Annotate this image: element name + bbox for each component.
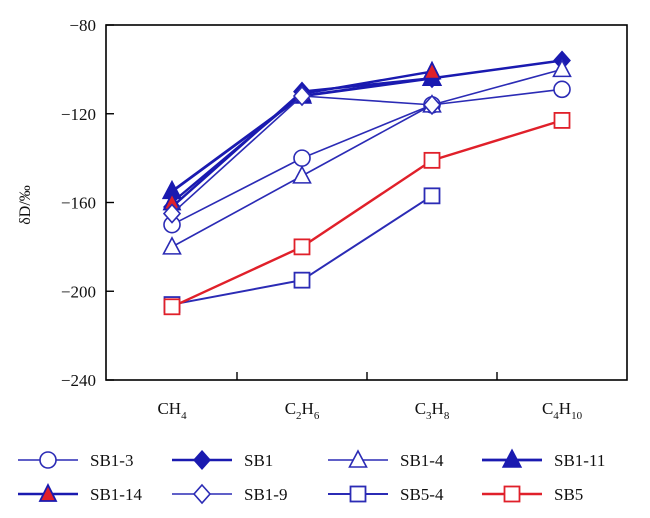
legend-label: SB5-4 — [400, 485, 444, 504]
legend-marker — [193, 449, 211, 471]
series-line — [171, 88, 563, 226]
legend-item-sb1: SB1 — [172, 449, 273, 471]
legend-label: SB1 — [244, 451, 273, 470]
legend-item-sb5: SB5 — [482, 485, 583, 504]
data-point — [553, 80, 571, 99]
legend-label: SB5 — [554, 485, 583, 504]
data-point — [163, 298, 181, 316]
legend-label: SB1-3 — [90, 451, 133, 470]
series-sb1-14 — [162, 60, 442, 211]
y-tick-label: −80 — [69, 16, 96, 35]
legend: SB1-3 SB1 SB1-4 SB1-11 SB1-14 SB1-9 SB5-4 SB5 — [18, 448, 605, 505]
y-axis: −80 −120 −160 −200 −240 δD/‰ — [17, 16, 114, 390]
legend-marker — [39, 451, 57, 469]
x-category-label: C3H8 — [415, 399, 450, 422]
data-point — [552, 58, 572, 78]
legend-label: SB1-9 — [244, 485, 287, 504]
data-point — [293, 271, 311, 289]
y-tick-label: −240 — [61, 371, 96, 390]
data-point — [293, 149, 311, 167]
legend-marker — [38, 482, 58, 502]
x-category-label: CH4 — [157, 399, 187, 422]
legend-item-sb1-3: SB1-3 — [18, 451, 133, 470]
series-layer — [161, 50, 572, 316]
legend-marker — [503, 485, 521, 503]
x-category-label: C2H6 — [285, 399, 320, 422]
data-point — [422, 60, 442, 80]
data-point — [423, 151, 441, 169]
legend-item-sb1-9: SB1-9 — [172, 483, 287, 505]
y-axis-title: δD/‰ — [17, 185, 34, 225]
data-point — [422, 94, 442, 116]
legend-label: SB1-4 — [400, 451, 444, 470]
legend-item-sb1-4: SB1-4 — [328, 449, 444, 470]
y-tick-label: −200 — [61, 282, 96, 301]
legend-marker — [349, 485, 367, 503]
legend-item-sb5-4: SB5-4 — [328, 485, 444, 504]
data-point — [423, 187, 441, 205]
legend-marker — [501, 448, 523, 468]
data-point — [292, 165, 312, 184]
x-category-label: C4H10 — [542, 399, 583, 422]
legend-item-sb1-11: SB1-11 — [482, 448, 605, 470]
data-point — [292, 85, 312, 107]
data-point — [162, 236, 182, 255]
legend-marker — [348, 449, 368, 468]
series-sb1-9 — [162, 85, 442, 224]
data-point — [293, 238, 311, 256]
series-line — [171, 119, 563, 308]
legend-item-sb1-14: SB1-14 — [18, 482, 142, 504]
legend-marker — [192, 483, 212, 505]
y-tick-label: −120 — [61, 105, 96, 124]
y-tick-label: −160 — [61, 194, 96, 213]
series-sb5 — [163, 112, 571, 316]
legend-label: SB1-14 — [90, 485, 142, 504]
series-sb1 — [163, 50, 571, 217]
legend-label: SB1-11 — [554, 451, 605, 470]
series-line — [171, 68, 563, 248]
x-axis: CH4 C2H6 C3H8 C4H10 — [157, 372, 583, 422]
data-point — [162, 203, 182, 224]
data-point — [553, 112, 571, 129]
